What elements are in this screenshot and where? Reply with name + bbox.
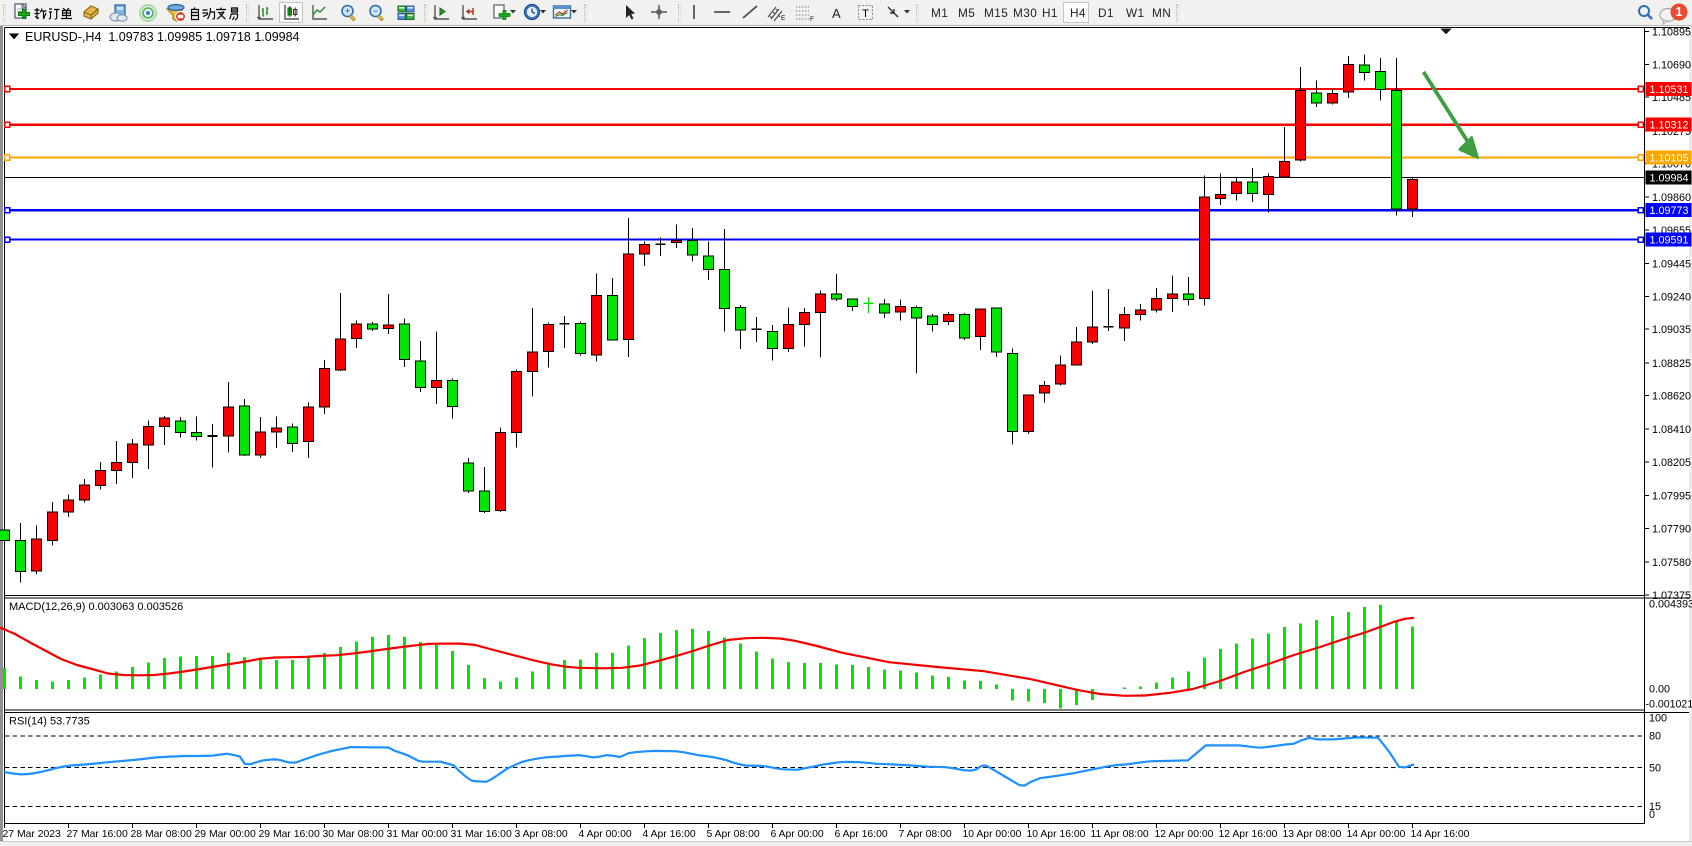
svg-text:EURUSD-,H4 1.09783 1.09985 1.: EURUSD-,H4 1.09783 1.09985 1.09718 1.099… xyxy=(25,30,300,44)
svg-text:27 Mar 2023: 27 Mar 2023 xyxy=(3,829,62,840)
svg-text:1.09591: 1.09591 xyxy=(1650,235,1689,247)
svg-text:5 Apr 08:00: 5 Apr 08:00 xyxy=(707,829,760,840)
svg-text:1.09445: 1.09445 xyxy=(1652,259,1691,271)
svg-text:80: 80 xyxy=(1649,731,1661,743)
svg-text:T: T xyxy=(862,8,869,20)
svg-text:1: 1 xyxy=(1676,5,1683,19)
svg-text:0: 0 xyxy=(1649,809,1655,821)
svg-text:0.00: 0.00 xyxy=(1649,684,1670,696)
svg-text:14 Apr 16:00: 14 Apr 16:00 xyxy=(1411,829,1470,840)
svg-text:6 Apr 16:00: 6 Apr 16:00 xyxy=(835,829,888,840)
svg-text:27 Mar 16:00: 27 Mar 16:00 xyxy=(67,829,128,840)
svg-text:1.10895: 1.10895 xyxy=(1652,27,1691,39)
svg-text:1.09035: 1.09035 xyxy=(1652,324,1691,336)
svg-text:31 Mar 16:00: 31 Mar 16:00 xyxy=(451,829,512,840)
svg-text:10 Apr 16:00: 10 Apr 16:00 xyxy=(1027,829,1086,840)
svg-text:MACD(12,26,9) 0.003063 0.00352: MACD(12,26,9) 0.003063 0.003526 xyxy=(9,601,183,613)
svg-text:1.07580: 1.07580 xyxy=(1652,557,1691,569)
svg-text:E: E xyxy=(781,15,786,22)
svg-text:+: + xyxy=(345,6,350,16)
svg-text:1.10690: 1.10690 xyxy=(1652,59,1691,71)
svg-text:0.004393: 0.004393 xyxy=(1649,599,1692,611)
svg-text:30 Mar 08:00: 30 Mar 08:00 xyxy=(323,829,384,840)
svg-text:12 Apr 00:00: 12 Apr 00:00 xyxy=(1155,829,1214,840)
svg-text:6 Apr 00:00: 6 Apr 00:00 xyxy=(771,829,824,840)
svg-text:1.07375: 1.07375 xyxy=(1652,590,1691,602)
svg-text:15: 15 xyxy=(1649,801,1661,813)
svg-text:4 Apr 16:00: 4 Apr 16:00 xyxy=(643,829,696,840)
svg-text:1.08825: 1.08825 xyxy=(1652,358,1691,370)
svg-text:29 Mar 00:00: 29 Mar 00:00 xyxy=(195,829,256,840)
svg-text:29 Mar 16:00: 29 Mar 16:00 xyxy=(259,829,320,840)
svg-text:−: − xyxy=(373,6,378,16)
svg-text:12 Apr 16:00: 12 Apr 16:00 xyxy=(1219,829,1278,840)
svg-text:1.08205: 1.08205 xyxy=(1652,457,1691,469)
svg-text:1.10312: 1.10312 xyxy=(1650,120,1689,132)
svg-text:1.08410: 1.08410 xyxy=(1652,424,1691,436)
svg-text:1.09984: 1.09984 xyxy=(1650,172,1689,184)
svg-text:1.09240: 1.09240 xyxy=(1652,291,1691,303)
svg-text:13 Apr 08:00: 13 Apr 08:00 xyxy=(1283,829,1342,840)
svg-text:100: 100 xyxy=(1649,713,1667,725)
svg-text:1.09773: 1.09773 xyxy=(1650,205,1689,217)
svg-text:4 Apr 00:00: 4 Apr 00:00 xyxy=(579,829,632,840)
svg-text:-0.001021: -0.001021 xyxy=(1646,699,1692,711)
svg-text:3 Apr 08:00: 3 Apr 08:00 xyxy=(515,829,568,840)
svg-text:1.10531: 1.10531 xyxy=(1650,84,1689,96)
svg-text:RSI(14) 53.7735: RSI(14) 53.7735 xyxy=(9,716,90,728)
svg-text:1.07995: 1.07995 xyxy=(1652,491,1691,503)
svg-text:10 Apr 00:00: 10 Apr 00:00 xyxy=(963,829,1022,840)
svg-text:11 Apr 08:00: 11 Apr 08:00 xyxy=(1091,829,1149,840)
svg-text:14 Apr 00:00: 14 Apr 00:00 xyxy=(1347,829,1406,840)
svg-text:1.09860: 1.09860 xyxy=(1652,192,1691,204)
svg-text:1.10105: 1.10105 xyxy=(1650,152,1689,164)
svg-text:28 Mar 08:00: 28 Mar 08:00 xyxy=(131,829,192,840)
svg-text:1.08620: 1.08620 xyxy=(1652,391,1691,403)
svg-text:1.07790: 1.07790 xyxy=(1652,523,1691,535)
svg-text:50: 50 xyxy=(1649,763,1661,775)
svg-text:31 Mar 00:00: 31 Mar 00:00 xyxy=(387,829,448,840)
svg-text:7 Apr 08:00: 7 Apr 08:00 xyxy=(899,829,952,840)
svg-text:F: F xyxy=(810,16,814,23)
